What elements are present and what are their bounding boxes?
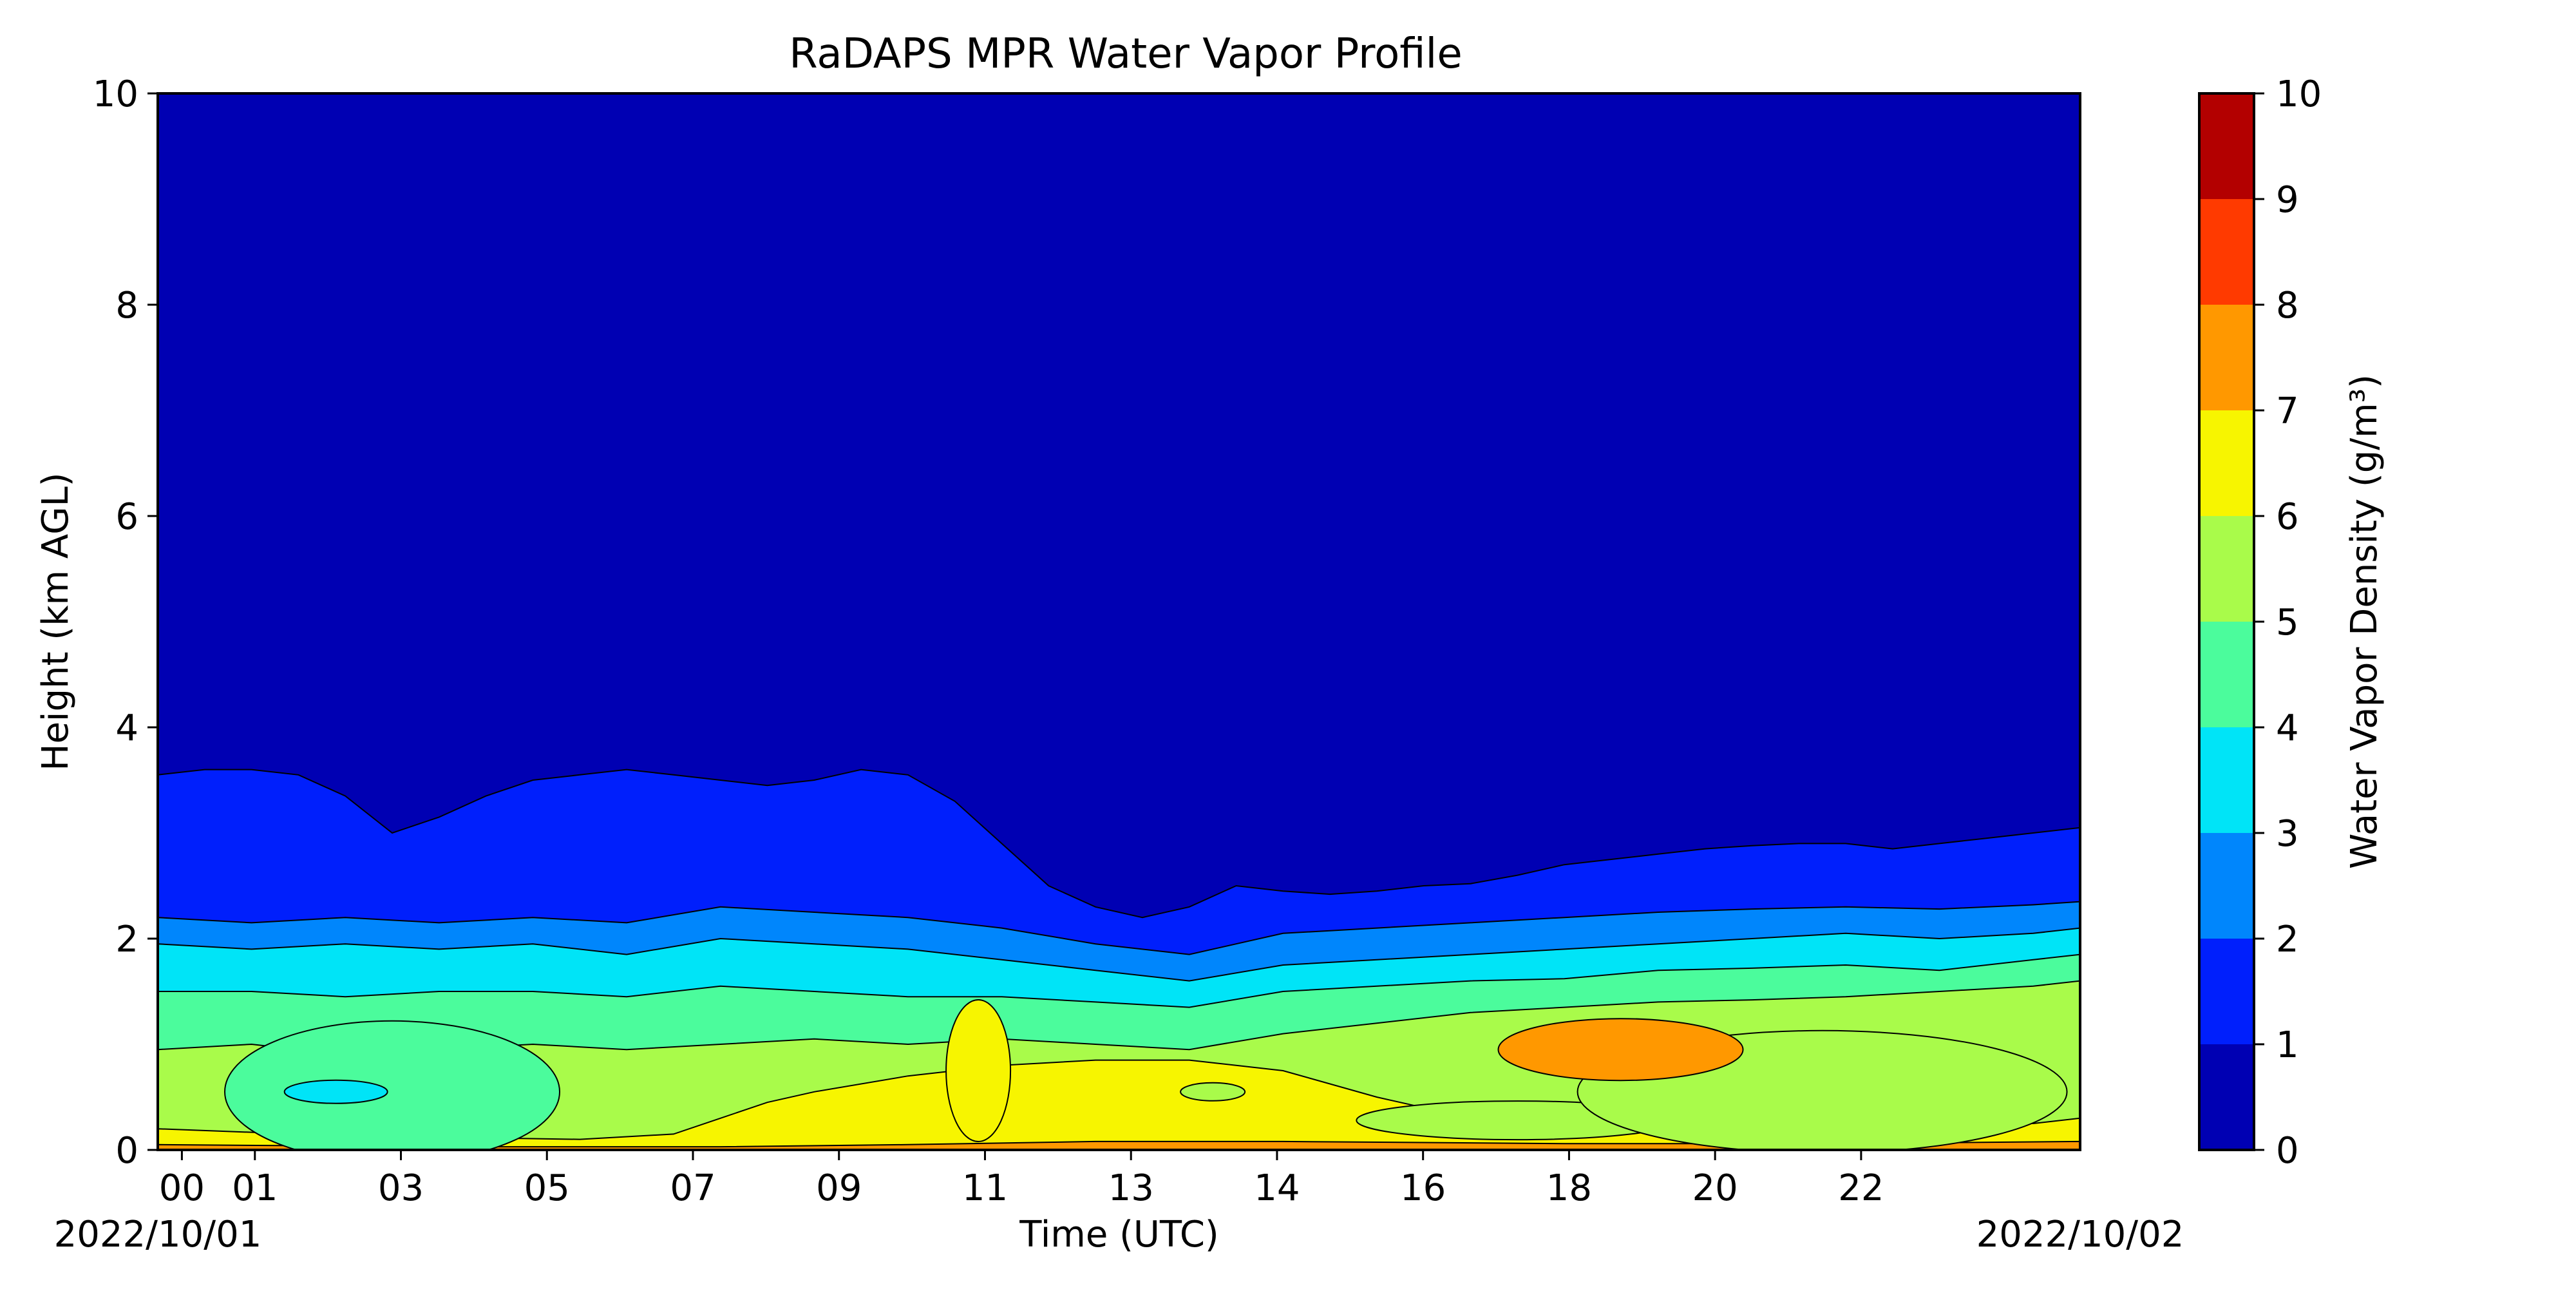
contour-region-7 (158, 1140, 2080, 1150)
x-tick-label: 00 (159, 1167, 205, 1209)
colorbar-tick-label: 8 (2276, 285, 2299, 327)
x-tick-label: 13 (1108, 1167, 1154, 1209)
y-tick-label: 6 (115, 496, 138, 538)
axes: 00 01 03 05 07 09 11 13 14 16 18 20 22 0 2 4 6 8 10 (93, 73, 2081, 1209)
x-tick-label: 22 (1838, 1167, 1884, 1209)
pocket-3-4 (283, 1079, 388, 1104)
x-axis-label: Time (UTC) (1019, 1214, 1219, 1256)
start-date-label: 2022/10/01 (54, 1214, 262, 1256)
chart-title: RaDAPS MPR Water Vapor Profile (789, 30, 1462, 78)
x-tick-label: 09 (816, 1167, 862, 1209)
x-tick-label: 01 (232, 1167, 278, 1209)
pocket-4-5-a (224, 1020, 560, 1150)
x-tick-label: 20 (1692, 1167, 1738, 1209)
y-tick-label: 4 (115, 707, 138, 749)
x-tick-label: 14 (1254, 1167, 1300, 1209)
colorbar: 0 1 2 3 4 5 6 7 8 9 10 (2198, 73, 2322, 1172)
colorbar-tick-label: 6 (2276, 496, 2299, 538)
colorbar-tick-label: 7 (2276, 390, 2299, 432)
x-tick-label: 03 (378, 1167, 424, 1209)
x-tick-label: 11 (962, 1167, 1008, 1209)
colorbar-tick-label: 10 (2276, 73, 2322, 115)
colorbar-swatch (2199, 1044, 2254, 1150)
colorbar-swatch (2199, 516, 2254, 622)
x-tick-label: 05 (524, 1167, 570, 1209)
plot-frame (156, 92, 2081, 1151)
colorbar-swatch (2199, 622, 2254, 727)
colorbar-tick-label: 2 (2276, 919, 2299, 961)
plot-area (158, 93, 2080, 1150)
y-tick-label: 8 (115, 285, 138, 327)
x-tick-label: 07 (670, 1167, 715, 1209)
colorbar-tick-label: 9 (2276, 179, 2299, 221)
colorbar-tick-label: 4 (2276, 707, 2299, 749)
end-date-label: 2022/10/02 (1976, 1214, 2184, 1256)
colorbar-swatch (2199, 727, 2254, 833)
colorbar-tick-label: 0 (2276, 1130, 2299, 1172)
colorbar-swatch (2199, 93, 2254, 199)
x-tick-label: 18 (1546, 1167, 1592, 1209)
y-tick-label: 0 (115, 1130, 138, 1172)
colorbar-tick-label: 5 (2276, 602, 2299, 644)
colorbar-swatch (2199, 305, 2254, 410)
colorbar-swatch (2199, 199, 2254, 305)
pocket-6-7 (945, 999, 1012, 1142)
y-axis-label: Height (km AGL) (35, 472, 77, 770)
colorbar-tick-label: 3 (2276, 813, 2299, 855)
colorbar-swatch (2199, 410, 2254, 516)
colorbar-tick-label: 1 (2276, 1024, 2299, 1066)
y-tick-label: 10 (93, 73, 138, 115)
pocket-5-6-c (1180, 1082, 1246, 1102)
colorbar-swatch (2199, 939, 2254, 1044)
pocket-7-8 (1497, 1018, 1744, 1082)
colorbar-swatch (2199, 833, 2254, 939)
y-tick-label: 2 (115, 919, 138, 961)
colorbar-label: Water Vapor Density (g/m³) (2344, 374, 2385, 869)
x-tick-label: 16 (1400, 1167, 1446, 1209)
